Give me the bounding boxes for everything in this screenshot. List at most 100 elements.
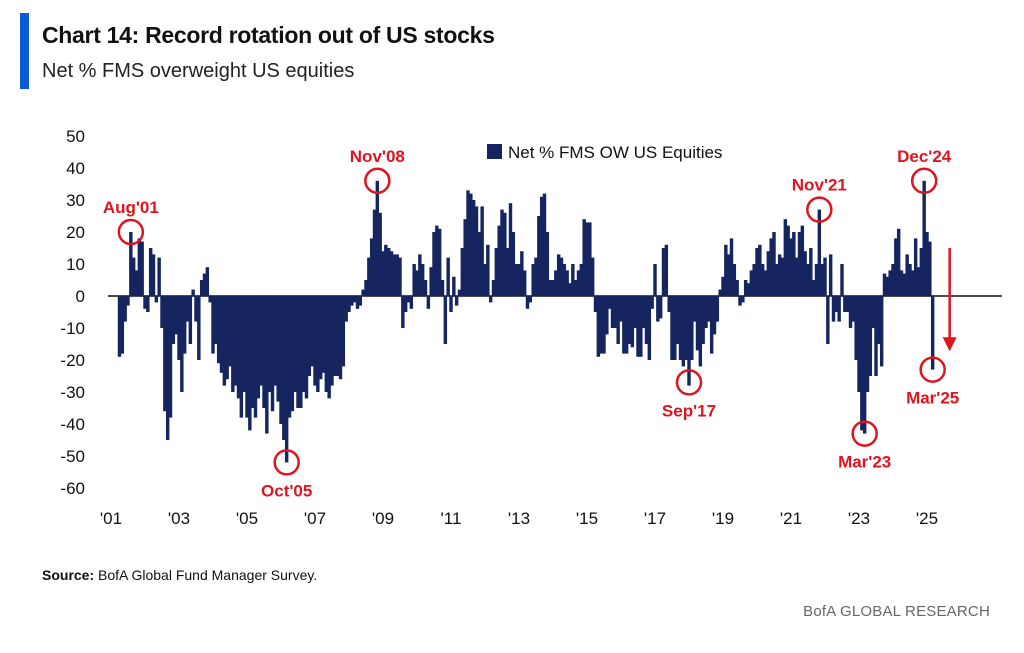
- bar: [211, 296, 215, 354]
- y-tick-label: 30: [66, 191, 85, 210]
- bar: [647, 296, 652, 360]
- bar: [814, 264, 819, 296]
- bar: [698, 296, 703, 367]
- bar: [318, 296, 323, 380]
- bar: [619, 296, 623, 322]
- bar: [511, 232, 516, 296]
- bar: [707, 296, 711, 322]
- bar: [845, 296, 850, 312]
- chart-subtitle: Net % FMS overweight US equities: [42, 60, 355, 82]
- bar: [735, 280, 739, 296]
- bar: [389, 251, 394, 296]
- bar: [783, 219, 788, 296]
- bar: [347, 296, 351, 312]
- bar: [401, 296, 405, 328]
- bar: [885, 276, 890, 296]
- bar: [259, 296, 263, 386]
- bar: [636, 296, 640, 357]
- bar: [763, 270, 768, 296]
- bar: [352, 296, 357, 303]
- chart-title: Chart 14: Record rotation out of US stoc…: [42, 22, 495, 48]
- bar: [675, 296, 680, 344]
- bar: [168, 296, 173, 418]
- x-tick-label: '19: [712, 509, 734, 528]
- bar: [806, 264, 810, 296]
- bar: [279, 296, 283, 424]
- bar: [862, 296, 867, 434]
- bar: [273, 296, 278, 386]
- bar: [440, 280, 445, 296]
- bar: [446, 257, 450, 296]
- x-tick-label: '03: [168, 509, 190, 528]
- bar: [480, 206, 484, 296]
- bar: [250, 296, 255, 408]
- bar: [208, 296, 212, 303]
- bar: [834, 296, 839, 312]
- annotation-label: Mar'23: [838, 453, 891, 472]
- bar: [117, 296, 122, 357]
- axis-layer: 50 40 30 20 10 0 -10 -20 -30 -40 -50 -60 '01 '03 '05 '0…: [60, 127, 1002, 528]
- bar: [420, 264, 425, 296]
- bar: [290, 296, 295, 412]
- x-tick-label: '15: [576, 509, 598, 528]
- bar: [199, 280, 204, 296]
- source-label: Source:: [42, 567, 95, 583]
- bar: [732, 264, 737, 296]
- x-tick-label: '07: [304, 509, 326, 528]
- bar: [868, 296, 873, 376]
- bar: [508, 203, 513, 296]
- bar: [299, 296, 303, 408]
- bar: [253, 296, 258, 418]
- bar: [423, 280, 428, 296]
- trend-arrow-head: [942, 337, 957, 352]
- bar: [537, 216, 541, 296]
- bar: [460, 248, 465, 296]
- y-tick-label: 10: [66, 255, 85, 274]
- bar: [188, 296, 193, 344]
- bar: [381, 251, 385, 296]
- bar: [131, 257, 136, 296]
- bar: [840, 264, 844, 296]
- bar: [494, 248, 499, 296]
- bar: [596, 296, 601, 357]
- bar: [684, 296, 688, 360]
- bar: [627, 296, 632, 344]
- bar: [687, 296, 691, 386]
- bar: [267, 296, 272, 392]
- bar: [831, 296, 836, 322]
- bar: [160, 296, 164, 328]
- bar: [330, 296, 334, 386]
- accent-bar: [20, 13, 29, 89]
- bar: [721, 276, 725, 296]
- annotation-label: Sep'17: [662, 401, 716, 420]
- bar: [386, 248, 391, 296]
- bar: [525, 296, 530, 309]
- bar: [777, 254, 782, 296]
- x-tick-label: '23: [848, 509, 870, 528]
- bar: [338, 296, 343, 380]
- bar: [231, 296, 235, 392]
- bar: [123, 296, 127, 322]
- bar: [571, 264, 575, 296]
- y-tick-label: -50: [60, 447, 85, 466]
- bar: [341, 296, 346, 367]
- bar: [616, 296, 620, 344]
- bar: [828, 254, 833, 296]
- annotation-label: Mar'25: [906, 389, 959, 408]
- bar: [899, 270, 904, 296]
- bar: [180, 296, 184, 392]
- bar: [772, 232, 776, 296]
- bar: [562, 264, 567, 296]
- bar: [585, 222, 589, 296]
- bar: [848, 296, 853, 328]
- bar: [378, 212, 382, 296]
- bar: [324, 296, 329, 392]
- bar: [242, 296, 246, 392]
- bar: [344, 296, 348, 322]
- x-tick-label: '05: [236, 509, 258, 528]
- x-tick-label: '09: [372, 509, 394, 528]
- bar: [865, 296, 870, 392]
- bar: [384, 244, 388, 296]
- bar: [545, 232, 550, 296]
- bar: [375, 180, 380, 296]
